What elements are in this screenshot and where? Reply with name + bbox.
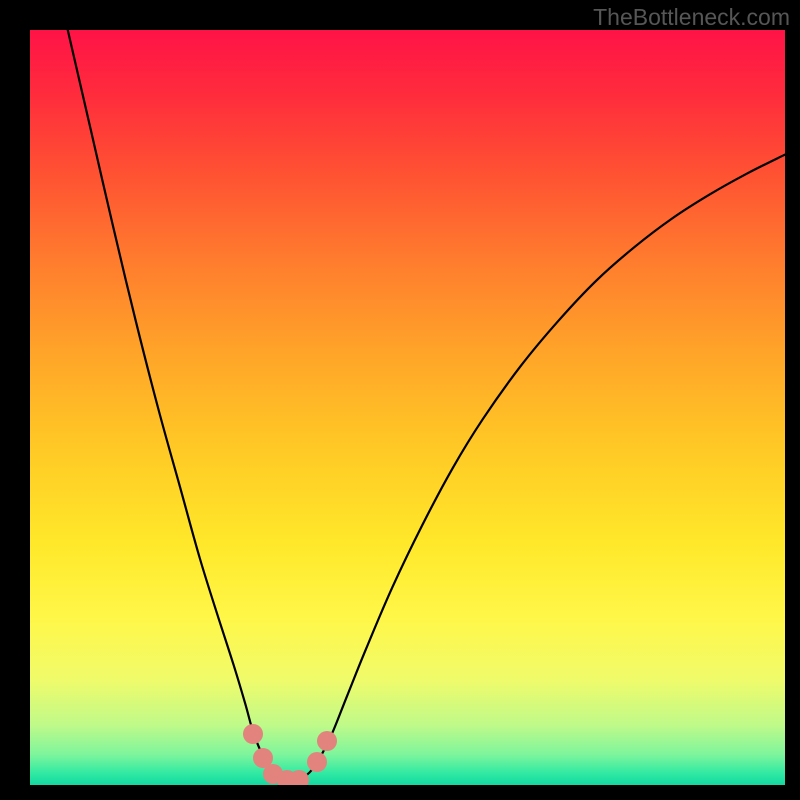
bottleneck-curve (30, 30, 785, 785)
watermark-text: TheBottleneck.com (593, 4, 790, 31)
data-marker (289, 770, 309, 785)
data-marker (243, 724, 263, 744)
data-marker (307, 752, 327, 772)
data-marker (317, 731, 337, 751)
plot-area (30, 30, 785, 785)
